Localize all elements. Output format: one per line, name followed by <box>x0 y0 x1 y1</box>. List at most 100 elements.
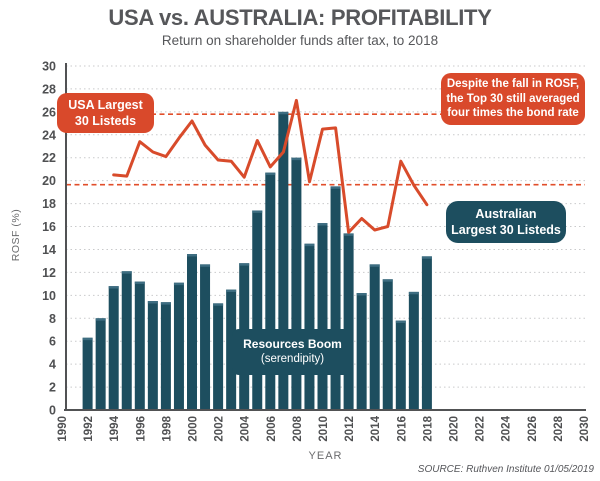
bar-2015 <box>382 279 393 410</box>
y-tick-24: 24 <box>42 128 56 142</box>
x-tick-1994: 1994 <box>109 415 121 441</box>
source-credit: SOURCE: Ruthven Institute 01/05/2019 <box>417 464 594 475</box>
x-tick-2020: 2020 <box>449 416 461 442</box>
bar-cap-2001 <box>200 264 211 267</box>
bar-cap-2008 <box>291 157 302 161</box>
bar-cap-1996 <box>134 281 145 284</box>
bar-2017 <box>408 291 419 410</box>
usa-line <box>112 98 429 234</box>
usa-series-label-line1: USA Largest <box>68 97 143 112</box>
x-axis-tick-labels: 1990 1992 1994 1996 1998 2000 2002 2004 2006 2008… <box>57 415 591 441</box>
x-tick-2004: 2004 <box>240 415 252 441</box>
y-tick-0: 0 <box>49 404 56 418</box>
resources-boom-note-line2: (serendipity) <box>260 353 325 366</box>
x-tick-2010: 2010 <box>318 416 330 442</box>
bar-cap-1993 <box>95 318 106 321</box>
x-tick-2016: 2016 <box>396 416 408 442</box>
australia-series-label-line2: Largest 30 Listeds <box>451 223 561 237</box>
usa-series-label: USA Largest 30 Listeds <box>57 93 154 133</box>
bar-2010 <box>317 223 328 410</box>
bar-2013 <box>356 293 367 410</box>
x-tick-2006: 2006 <box>266 416 278 442</box>
y-tick-6: 6 <box>49 335 56 349</box>
bar-cap-2015 <box>382 279 393 282</box>
x-tick-1996: 1996 <box>135 416 147 442</box>
x-tick-2024: 2024 <box>501 415 513 441</box>
x-tick-1990: 1990 <box>57 416 69 442</box>
y-tick-20: 20 <box>42 174 56 188</box>
usa-series-label-line2: 30 Listeds <box>74 114 137 128</box>
bar-cap-2000 <box>187 254 197 257</box>
y-tick-8: 8 <box>49 312 56 326</box>
bar-2011 <box>330 186 341 410</box>
y-tick-28: 28 <box>42 82 56 96</box>
bar-cap-2016 <box>395 320 406 323</box>
bar-1997 <box>147 301 158 410</box>
australia-series-label-line1: Australian <box>475 206 537 221</box>
x-tick-2028: 2028 <box>553 415 565 441</box>
resources-boom-note-line1: Resources Boom <box>243 336 342 351</box>
bar-cap-2017 <box>408 291 419 295</box>
x-tick-1998: 1998 <box>161 415 173 441</box>
x-tick-2018: 2018 <box>422 415 434 441</box>
x-tick-2026: 2026 <box>527 416 539 442</box>
y-tick-14: 14 <box>42 243 56 257</box>
bar-2014 <box>369 264 380 410</box>
bar-2000 <box>187 254 197 410</box>
bar-2016 <box>395 320 406 410</box>
bar-cap-1998 <box>160 302 171 305</box>
bar-1998 <box>160 302 171 410</box>
bar-2001 <box>200 264 211 410</box>
bar-1994 <box>108 286 119 410</box>
x-tick-2000: 2000 <box>188 416 200 442</box>
bar-cap-2003 <box>226 289 237 292</box>
bar-cap-2007 <box>278 111 289 115</box>
bond-rate-note-line3: four times the bond rate <box>447 107 579 120</box>
bar-1993 <box>95 318 106 410</box>
y-tick-12: 12 <box>42 266 56 280</box>
x-tick-2022: 2022 <box>475 416 487 442</box>
bar-1996 <box>134 281 145 410</box>
australia-bars <box>82 111 432 410</box>
x-axis-title: YEAR <box>308 450 343 462</box>
bar-cap-2004 <box>239 263 250 266</box>
bar-cap-1997 <box>147 301 158 304</box>
bar-2002 <box>213 303 224 410</box>
bar-2007 <box>278 111 289 410</box>
usa-line-path <box>112 98 429 234</box>
y-tick-4: 4 <box>49 358 56 372</box>
y-tick-18: 18 <box>42 197 56 211</box>
bar-2005 <box>252 210 263 410</box>
x-tick-1992: 1992 <box>83 416 95 442</box>
bar-2006 <box>265 172 276 410</box>
bar-cap-2018 <box>421 256 432 259</box>
bar-cap-2002 <box>213 303 224 306</box>
x-tick-2002: 2002 <box>214 416 226 442</box>
bar-cap-2006 <box>265 172 276 176</box>
bar-cap-2009 <box>304 243 315 247</box>
bar-2018 <box>421 256 432 410</box>
bar-cap-1992 <box>82 337 93 341</box>
bar-2009 <box>304 243 315 410</box>
bar-2012 <box>343 233 354 410</box>
y-tick-22: 22 <box>42 151 56 165</box>
australia-series-label: Australian Largest 30 Listeds <box>446 201 566 243</box>
x-tick-2014: 2014 <box>370 415 382 441</box>
bar-cap-1999 <box>173 282 184 286</box>
bond-rate-note-line2: the Top 30 still averaged <box>446 92 580 105</box>
chart-title: USA vs. AUSTRALIA: PROFITABILITY <box>108 5 492 30</box>
x-tick-2030: 2030 <box>579 416 591 442</box>
bond-rate-note: Despite the fall in ROSF, the Top 30 sti… <box>441 73 585 125</box>
bond-rate-note-line1: Despite the fall in ROSF, <box>446 77 580 90</box>
bar-2003 <box>226 289 237 410</box>
bar-cap-2011 <box>330 186 341 189</box>
y-tick-26: 26 <box>42 105 56 119</box>
y-tick-2: 2 <box>49 381 56 395</box>
bar-1995 <box>121 271 132 410</box>
y-axis-title: ROSF (%) <box>10 208 22 262</box>
bar-2008 <box>291 157 302 410</box>
bar-cap-2014 <box>369 264 380 267</box>
bar-cap-2013 <box>356 293 367 296</box>
